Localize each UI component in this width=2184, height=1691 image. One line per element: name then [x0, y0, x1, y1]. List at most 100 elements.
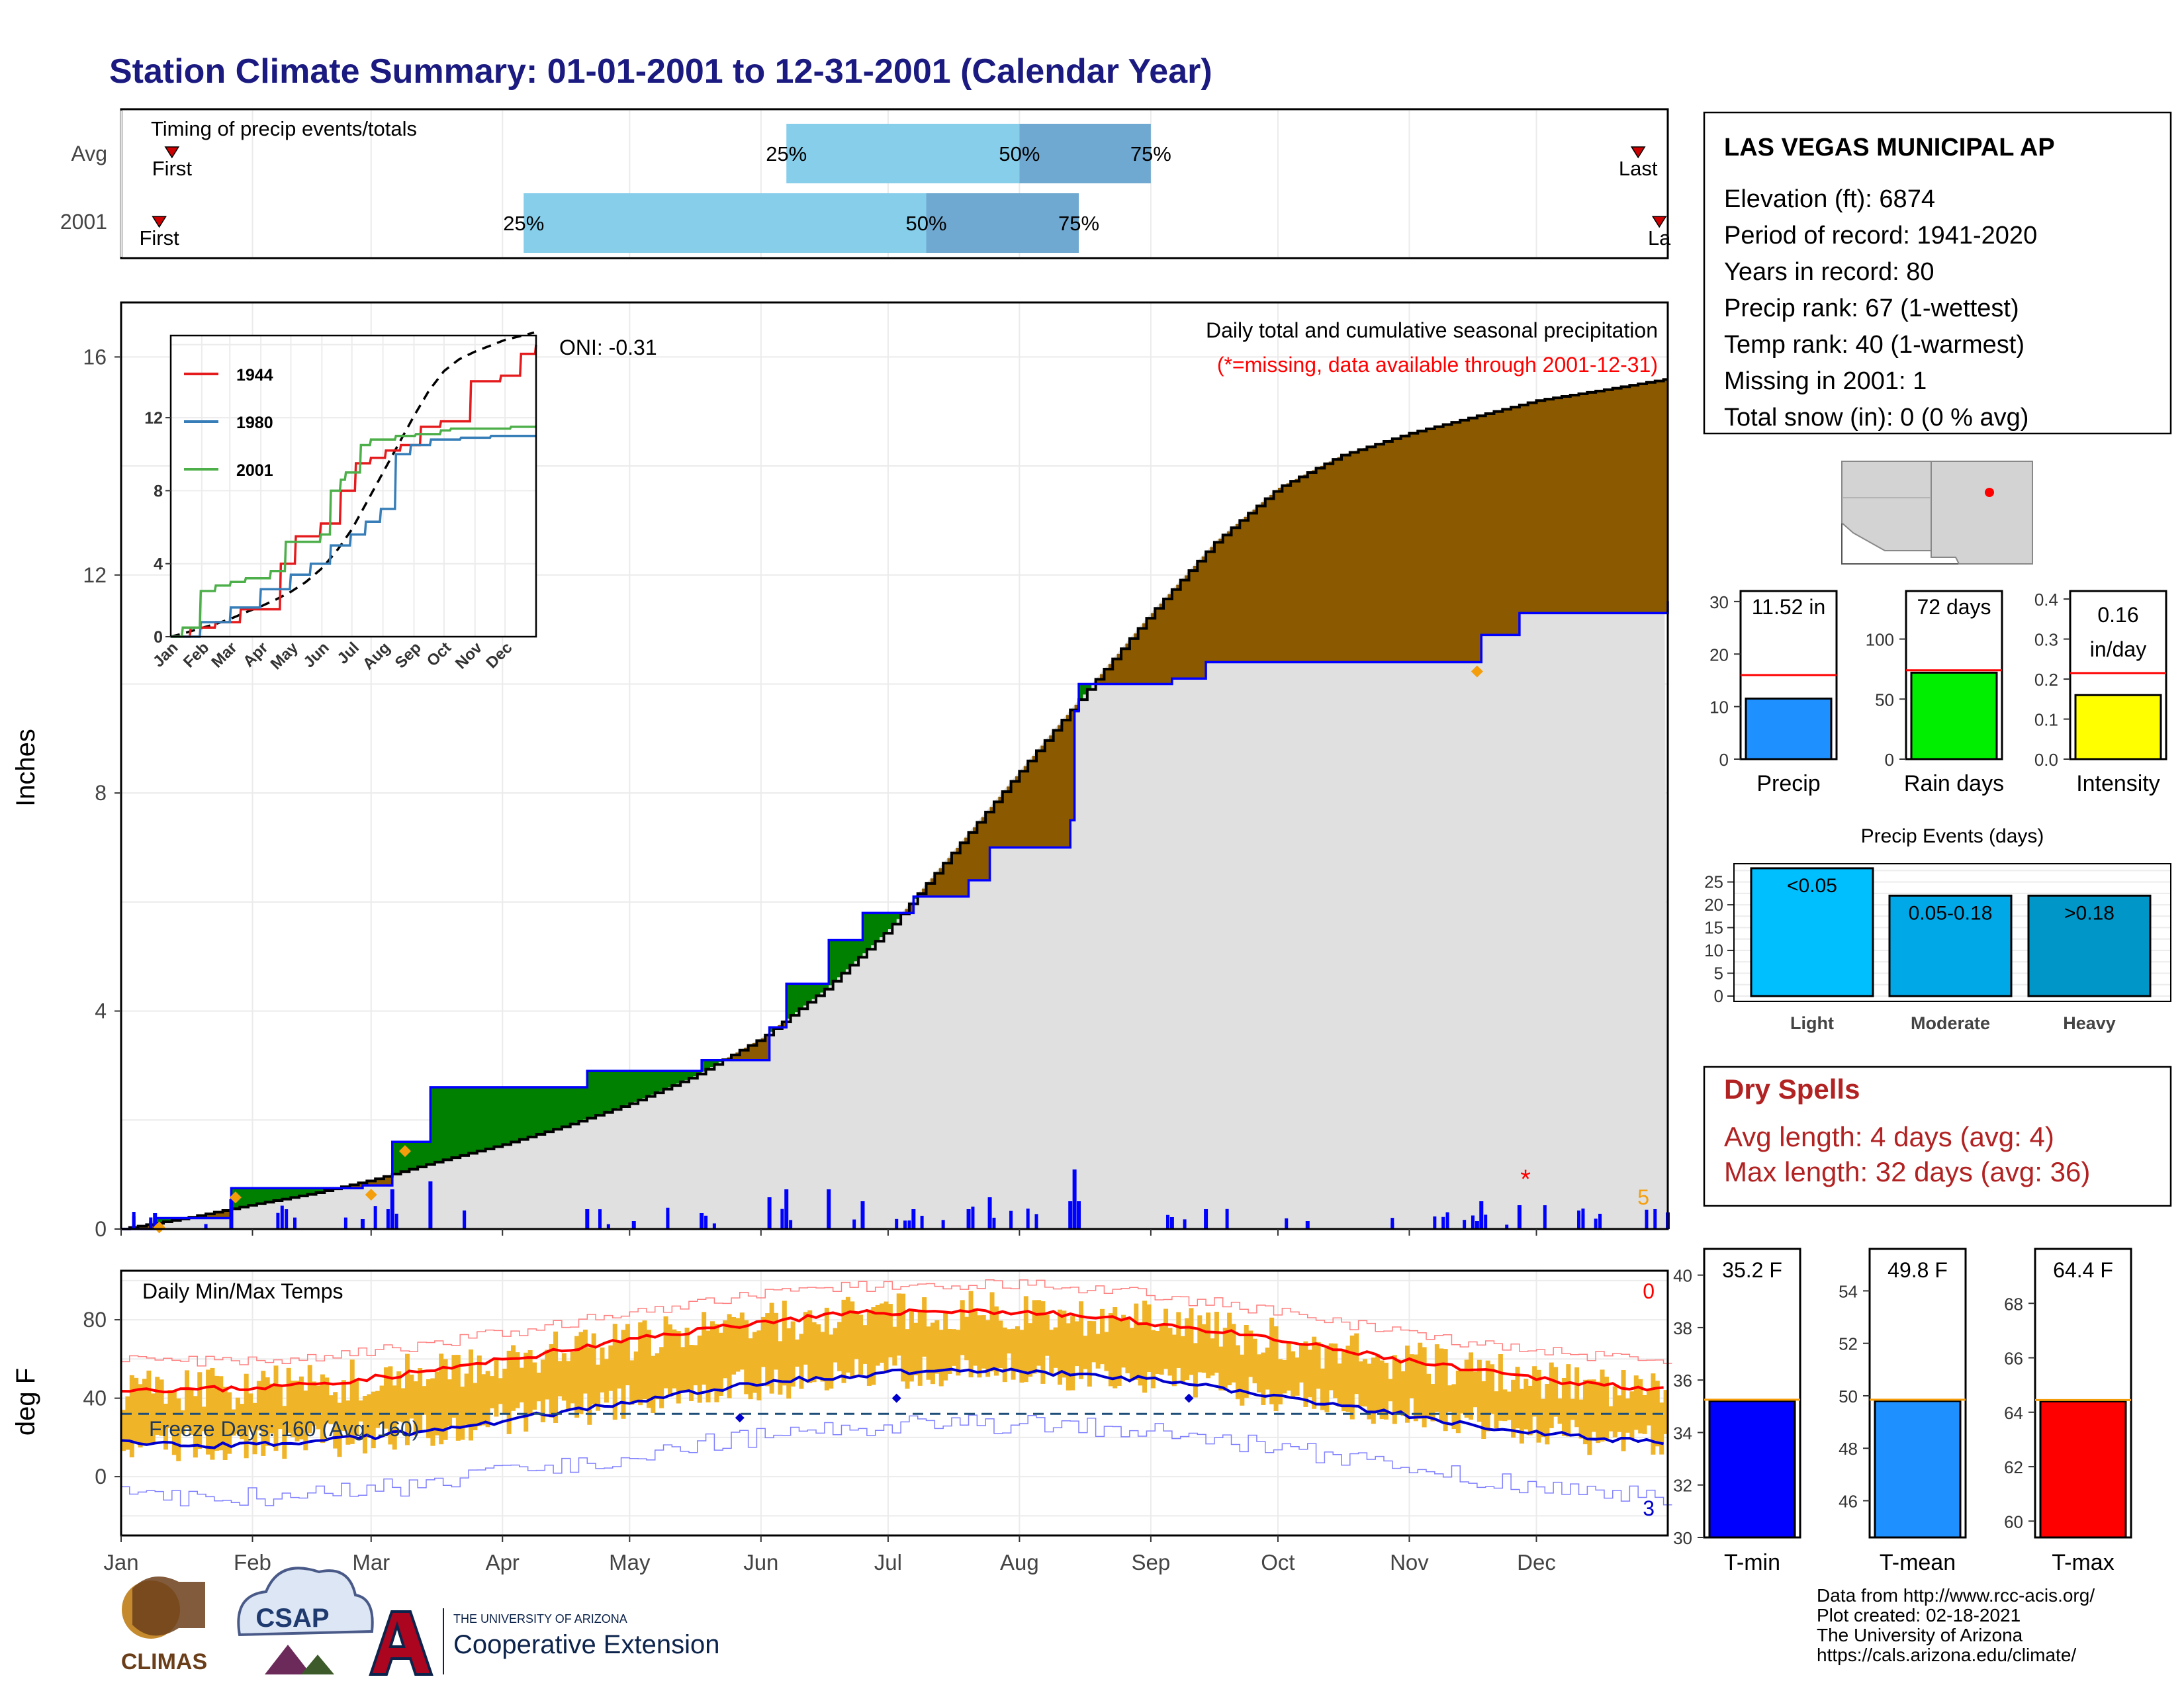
temp-range-bar — [1659, 1402, 1664, 1455]
events-tick-label-4: 20 — [1704, 895, 1723, 915]
temp-range-bar — [404, 1353, 410, 1445]
daily-precip-bar — [966, 1209, 971, 1229]
temp-range-bar — [786, 1328, 792, 1399]
temp-range-bar — [1439, 1348, 1444, 1422]
temp-range-bar — [964, 1316, 970, 1361]
temp-range-bar — [244, 1373, 249, 1459]
temp-range-bar — [455, 1355, 461, 1441]
events-bar-label-1: 0.05-0.18 — [1909, 902, 1993, 924]
temp-range-bar — [532, 1362, 537, 1410]
temp-range-bar — [545, 1349, 550, 1400]
temp-range-bar — [1540, 1398, 1545, 1438]
missing-note: (*=missing, data available through 2001-… — [1217, 353, 1658, 377]
temp-range-bar — [659, 1347, 664, 1408]
temp-range-bar — [1557, 1398, 1563, 1424]
daily-precip-bar — [971, 1207, 975, 1229]
inset-ytick-label-1: 4 — [154, 555, 163, 574]
temp-range-bar — [291, 1381, 296, 1438]
precip-label: Precip — [1756, 771, 1820, 796]
daily-precip-bar — [1479, 1201, 1484, 1229]
temp-range-bar — [1515, 1367, 1520, 1429]
temp-range-bar — [298, 1376, 304, 1440]
temp-range-bar — [989, 1292, 995, 1372]
temp-range-bar — [430, 1378, 435, 1446]
temp-range-bar — [519, 1367, 524, 1402]
daily-precip-bar — [1505, 1224, 1509, 1229]
temp-range-bar — [527, 1350, 533, 1414]
precip-corner-count: 5 — [1637, 1185, 1649, 1209]
events-bar-heavy — [2027, 894, 2152, 997]
page-title: Station Climate Summary: 01-01-2001 to 1… — [109, 52, 1212, 91]
events-tick-label-0: 0 — [1714, 986, 1723, 1006]
daily-precip-bar — [712, 1223, 716, 1229]
temp-range-bar — [1358, 1361, 1363, 1406]
csap-cloud-icon — [237, 1567, 374, 1637]
temp-range-bar — [1316, 1342, 1321, 1389]
timing-title: Timing of precip events/totals — [151, 117, 417, 140]
daily-precip-bar — [1518, 1222, 1522, 1229]
last-label-0: Last — [1619, 157, 1658, 180]
precip-ytick-label-3: 12 — [83, 563, 107, 587]
daily-precip-bar — [1441, 1216, 1445, 1229]
temp-range-bar — [646, 1330, 651, 1408]
daily-precip-bar — [1026, 1209, 1030, 1229]
daily-precip-bar — [1543, 1205, 1547, 1229]
temp-range-bar — [1354, 1333, 1359, 1394]
precip-value-bar — [1745, 698, 1833, 760]
temp-range-bar — [714, 1324, 719, 1402]
last-label-1: La — [1648, 226, 1671, 250]
station-info-frame — [1703, 111, 2172, 435]
temp-range-bar — [222, 1387, 228, 1461]
intensity-label: Intensity — [2076, 771, 2160, 796]
temp-summary-bars: 30 32 34 36 38 40 35.2 F T-min 46 48 50 52 54 49.8 F T… — [1673, 1248, 2132, 1575]
snow-marker-2 — [365, 1189, 377, 1201]
daily-precip-bar — [149, 1217, 153, 1229]
temp-range-bar — [146, 1370, 152, 1445]
temp-range-bar — [536, 1372, 541, 1402]
ua-logo: THE UNIVERSITY OF ARIZONA Cooperative Ex… — [369, 1608, 719, 1676]
temp-range-bar — [1180, 1336, 1185, 1383]
temp-range-bar — [1349, 1335, 1355, 1420]
temp-range-bar — [447, 1379, 453, 1426]
temp-range-bar — [617, 1342, 622, 1389]
temp-range-bar — [1116, 1320, 1122, 1386]
tmean-tick-label-0: 46 — [1839, 1492, 1858, 1512]
precip-panel-frame — [120, 301, 1669, 1230]
temp-range-bar — [561, 1353, 567, 1401]
daily-precip-bar — [280, 1205, 284, 1229]
temp-range-bar — [413, 1381, 418, 1436]
temp-range-bar — [769, 1303, 774, 1394]
daily-precip-bar — [704, 1215, 708, 1229]
temp-range-bar — [1545, 1383, 1550, 1445]
events-bar-label-2: >0.18 — [2064, 902, 2115, 924]
temp-range-bar — [231, 1409, 236, 1436]
tmean-tick-label-1: 48 — [1839, 1439, 1858, 1459]
temp-range-bar — [1527, 1385, 1533, 1436]
events-tick-label-3: 15 — [1704, 918, 1723, 938]
temp-range-bar — [1591, 1379, 1596, 1432]
temp-range-bar — [705, 1330, 711, 1402]
daily-precip-bar — [153, 1213, 158, 1229]
temp-range-bar — [629, 1360, 635, 1405]
inset-1944-line — [171, 344, 537, 638]
legend-2001-label: 2001 — [236, 461, 273, 480]
temp-range-bar — [1663, 1390, 1668, 1434]
daily-precip-bar — [343, 1217, 347, 1229]
temp-range-bar — [1049, 1330, 1054, 1375]
temp-range-bar — [1062, 1310, 1067, 1378]
temp-range-bar — [1460, 1369, 1465, 1414]
timing-row-label-2001: 2001 — [60, 210, 107, 234]
temp-ytick-label-1: 40 — [83, 1387, 107, 1410]
temp-range-bar — [333, 1392, 338, 1449]
temperature-panel: 0 40 80 deg F Daily Min/Max Temps Freeze D… — [11, 1269, 1672, 1575]
intensity-summary-chart: 0.0 0.1 0.2 0.3 0.4 0.16 in/day Intensity — [2034, 590, 2167, 796]
temp-range-bar — [795, 1339, 800, 1367]
temp-range-bar — [638, 1322, 643, 1406]
temp-range-bar — [189, 1389, 194, 1435]
temp-range-bar — [1434, 1344, 1439, 1412]
temp-range-bar — [383, 1367, 388, 1429]
temp-range-bar — [443, 1359, 448, 1440]
daily-precip-bar — [631, 1221, 636, 1229]
temp-range-bar — [176, 1398, 181, 1461]
snow-markers — [153, 665, 1483, 1234]
